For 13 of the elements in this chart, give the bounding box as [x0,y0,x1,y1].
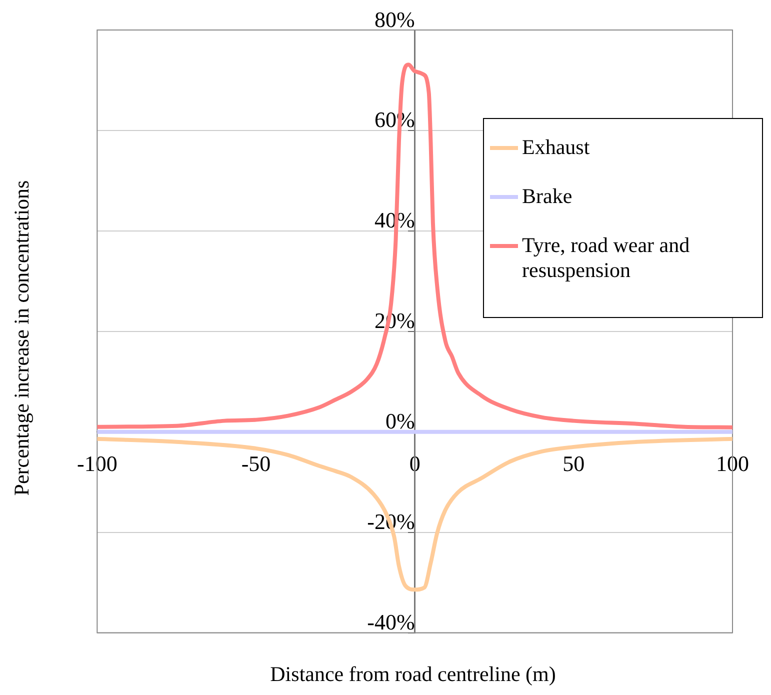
legend-label: Brake [522,184,572,209]
x-axis-title: Distance from road centreline (m) [269,662,557,687]
y-axis-title: Percentage increase in concentrations [10,180,34,496]
x-tick-label: 0 [409,450,420,476]
x-tick-label: -100 [77,450,118,476]
y-tick-label: -40% [367,610,415,635]
y-tick-label: 80% [374,6,415,32]
legend-label: Tyre, road wear and resuspension [522,233,691,283]
x-tick-label: -50 [241,450,271,476]
x-tick-label: 50 [562,450,585,476]
x-tick-label: 100 [716,450,749,476]
y-tick-label: 0% [386,408,415,434]
legend-label: Exhaust [522,135,590,160]
